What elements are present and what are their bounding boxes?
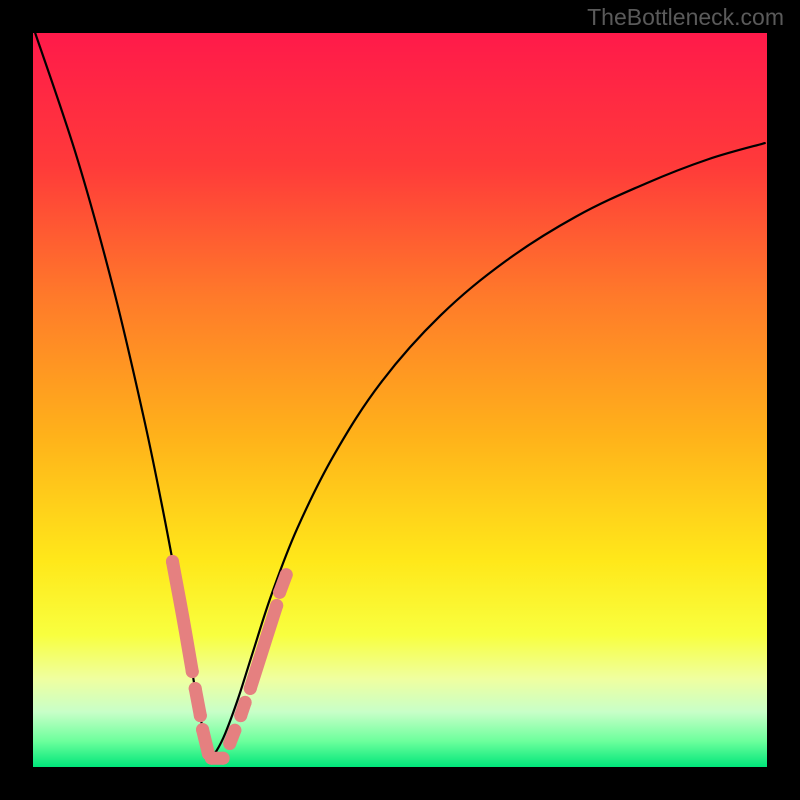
- chart-root: TheBottleneck.com: [0, 0, 800, 800]
- gradient-background: [0, 0, 800, 800]
